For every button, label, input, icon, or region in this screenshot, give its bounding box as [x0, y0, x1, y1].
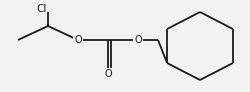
Text: O: O — [74, 35, 82, 45]
Text: Cl: Cl — [37, 4, 47, 14]
Text: O: O — [134, 35, 142, 45]
Text: O: O — [104, 69, 112, 79]
